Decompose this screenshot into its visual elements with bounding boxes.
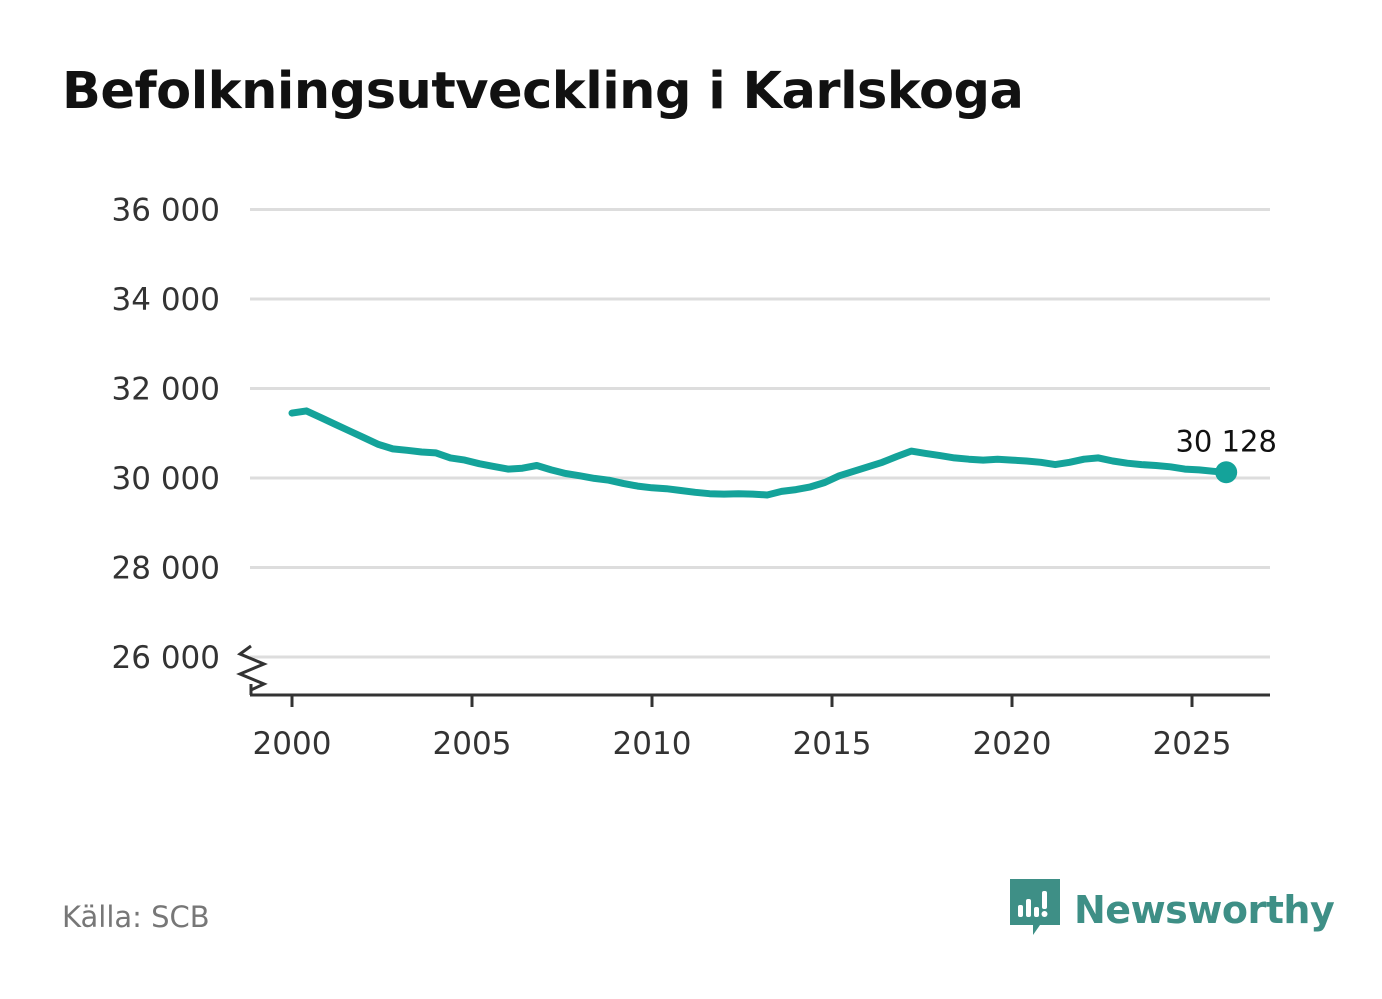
x-tick-label: 2020 (973, 726, 1052, 762)
axes (236, 644, 1270, 707)
newsworthy-logo-icon (1010, 879, 1060, 935)
x-tick-label: 2015 (793, 726, 872, 762)
newsworthy-logo: Newsworthy (1010, 878, 1335, 942)
chart-title: Befolkningsutveckling i Karlskoga (62, 62, 1024, 121)
axis-break-marker (236, 644, 268, 692)
x-tick-label: 2000 (253, 726, 332, 762)
x-tick-label: 2025 (1153, 726, 1232, 762)
y-tick-label: 28 000 (112, 551, 220, 587)
source-note: Källa: SCB (62, 900, 210, 934)
y-tick-label: 34 000 (112, 282, 220, 318)
end-point-marker (1215, 461, 1238, 484)
y-tick-label: 36 000 (112, 193, 220, 229)
x-axis-tick-labels: 2000 2005 2010 2015 2020 2025 (253, 726, 1232, 762)
series-line (288, 407, 1230, 499)
y-tick-label: 32 000 (112, 372, 220, 408)
y-tick-label: 26 000 (112, 640, 220, 676)
y-axis-tick-labels: 26 000 28 000 30 000 32 000 34 000 36 000 (112, 193, 220, 677)
x-tick-label: 2010 (613, 726, 692, 762)
x-tick-label: 2005 (433, 726, 512, 762)
series-layer: 30 128 (288, 407, 1277, 499)
brand-name: Newsworthy (1074, 888, 1335, 932)
y-tick-label: 30 000 (112, 461, 220, 497)
gridlines (250, 208, 1270, 659)
end-value-label: 30 128 (1175, 424, 1276, 458)
